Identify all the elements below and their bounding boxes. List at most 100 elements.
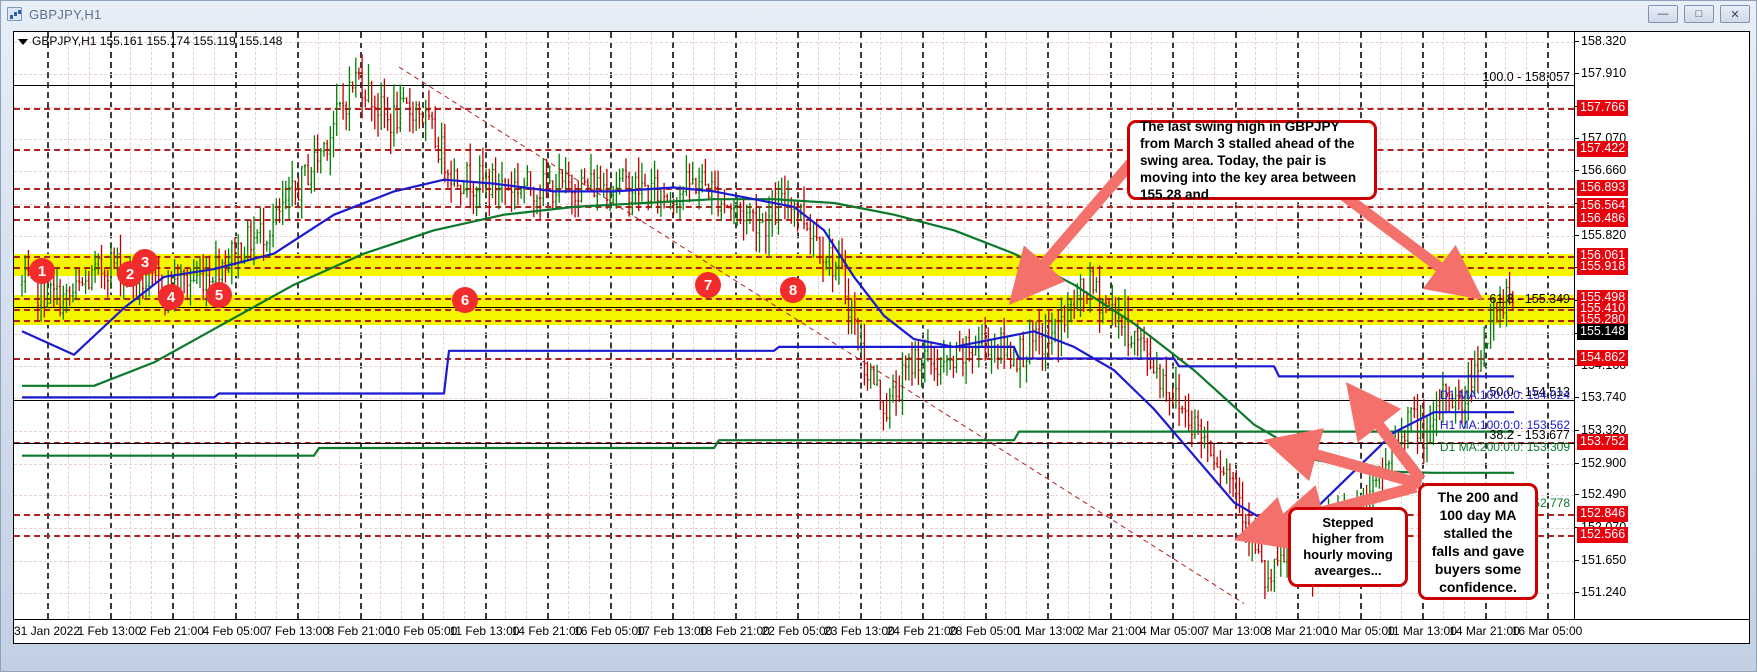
grid-line-vertical-minor (505, 32, 507, 619)
grid-line-vertical-minor (401, 32, 403, 619)
price-level-badge: 152.846 (1577, 506, 1629, 522)
swing-marker-8: 8 (780, 277, 806, 303)
time-axis-tick: 17 Feb 13:00 (636, 624, 708, 638)
grid-line-vertical-minor (67, 32, 69, 619)
chart-frame[interactable]: 100.0 - 158.057 61.8 - 155.349 50.0 - 154.… (13, 31, 1750, 644)
grid-line-vertical-minor (1276, 32, 1278, 619)
time-axis-tick: 1 Mar 13:00 (1014, 624, 1080, 638)
price-axis[interactable]: 158.320157.910157.490157.070156.660156.2… (1574, 32, 1749, 631)
grid-line-vertical (172, 32, 174, 619)
grid-line-vertical-minor (1442, 32, 1444, 619)
grid-line-vertical (109, 32, 112, 619)
grid-line-vertical-minor (1338, 32, 1340, 619)
price-level-badge: 157.766 (1577, 100, 1629, 116)
grid-line-vertical (359, 32, 362, 619)
grid-line-vertical-minor (1005, 32, 1007, 619)
grid-line-vertical (234, 32, 237, 619)
grid-line-vertical (422, 32, 424, 619)
time-axis-tick: 7 Mar 13:00 (1202, 624, 1267, 638)
window-titlebar: GBPJPY,H1 — □ ✕ (1, 1, 1756, 27)
price-axis-tick: 151.650 (1574, 552, 1627, 567)
grid-line-vertical (1047, 32, 1049, 619)
price-axis-tick: 157.910 (1574, 65, 1627, 80)
price-axis-tick: 153.740 (1574, 390, 1627, 405)
grid-line-vertical-minor (692, 32, 694, 619)
time-axis-tick: 24 Feb 21:00 (886, 624, 958, 638)
swing-marker-6: 6 (452, 287, 478, 313)
annotation-stepped-callout: Stepped higher from hourly moving avearg… (1288, 507, 1408, 587)
grid-line-vertical (1234, 32, 1237, 619)
price-level-badge: 153.752 (1577, 434, 1629, 450)
grid-line-vertical-minor (1401, 32, 1403, 619)
time-axis-tick: 28 Feb 05:00 (949, 624, 1020, 638)
price-level-line (14, 256, 1574, 258)
upper-supply-zone (14, 254, 1574, 276)
swing-marker-4: 4 (158, 284, 184, 310)
grid-line-vertical-minor (526, 32, 528, 619)
grid-line-horizontal (14, 42, 1574, 44)
annotation-ma-support-callout: The 200 and 100 day MA stalled the falls… (1418, 483, 1538, 600)
price-level-badge: 155.148 (1577, 324, 1629, 340)
grid-line-horizontal (14, 106, 1574, 108)
time-axis-tick: 2 Mar 21:00 (1077, 624, 1142, 638)
grid-line-vertical-minor (1463, 32, 1465, 619)
price-level-line (14, 358, 1574, 360)
time-axis-tick: 10 Mar 05:00 (1324, 624, 1395, 638)
close-button[interactable]: ✕ (1720, 5, 1750, 23)
price-level-line (14, 309, 1574, 311)
grid-line-vertical-minor (88, 32, 90, 619)
time-axis-tick: 14 Mar 21:00 (1449, 624, 1520, 638)
grid-line-vertical (859, 32, 862, 619)
time-axis-tick: 18 Feb 21:00 (699, 624, 770, 638)
time-axis-tick: 16 Feb 05:00 (574, 624, 645, 638)
grid-line-vertical (922, 32, 924, 619)
time-axis-tick: 4 Feb 05:00 (202, 624, 267, 638)
price-axis-tick: 152.900 (1574, 455, 1627, 470)
chart-window-icon (7, 7, 22, 21)
price-level-line (14, 108, 1574, 110)
time-axis-tick: 16 Mar 05:00 (1511, 624, 1583, 638)
swing-marker-7: 7 (695, 272, 721, 298)
fibonacci-level-line (14, 85, 1574, 86)
window-title: GBPJPY,H1 (29, 6, 102, 22)
grid-line-vertical-minor (1088, 32, 1090, 619)
chart-dropdown-icon[interactable] (18, 38, 28, 45)
grid-line-vertical-minor (880, 32, 882, 619)
grid-line-vertical-minor (963, 32, 965, 619)
grid-line-vertical-minor (192, 32, 194, 619)
minimize-button[interactable]: — (1648, 5, 1678, 23)
grid-line-vertical (672, 32, 674, 619)
time-axis-tick: 23 Feb 13:00 (824, 624, 895, 638)
price-level-line (14, 320, 1574, 322)
time-axis-tick: 31 Jan 2022 (13, 624, 81, 638)
price-axis-tick: 151.240 (1574, 584, 1627, 599)
restore-button[interactable]: □ (1684, 5, 1714, 23)
grid-line-horizontal (14, 171, 1574, 173)
grid-line-vertical (1172, 32, 1174, 619)
grid-line-vertical (609, 32, 612, 619)
grid-line-vertical-minor (1192, 32, 1194, 619)
grid-line-vertical-minor (588, 32, 590, 619)
grid-line-vertical-minor (276, 32, 278, 619)
grid-line-vertical-minor (901, 32, 903, 619)
grid-line-vertical (547, 32, 549, 619)
grid-line-horizontal (14, 560, 1574, 562)
time-axis-tick: 11 Feb 13:00 (449, 624, 520, 638)
time-axis-tick: 10 Feb 05:00 (386, 624, 458, 638)
price-axis-tick: 155.820 (1574, 228, 1627, 243)
swing-marker-1: 1 (29, 258, 55, 284)
grid-line-vertical (1547, 32, 1549, 619)
price-level-line (14, 149, 1574, 151)
grid-line-horizontal (14, 463, 1574, 465)
time-axis[interactable]: 31 Jan 2022 1 Feb 13:00 2 Feb 21:00 4 Feb 0… (14, 619, 1749, 643)
grid-line-vertical-minor (255, 32, 257, 619)
grid-line-horizontal (14, 333, 1574, 335)
price-level-line (14, 535, 1574, 537)
grid-line-vertical-minor (1255, 32, 1257, 619)
grid-line-vertical (1359, 32, 1362, 619)
grid-line-vertical (797, 32, 799, 619)
moving-average-label: D1 MA:200:0:0: 153.309 (1439, 440, 1570, 454)
price-level-badge: 157.422 (1577, 141, 1629, 157)
grid-line-vertical-minor (1151, 32, 1153, 619)
grid-line-vertical-minor (151, 32, 153, 619)
